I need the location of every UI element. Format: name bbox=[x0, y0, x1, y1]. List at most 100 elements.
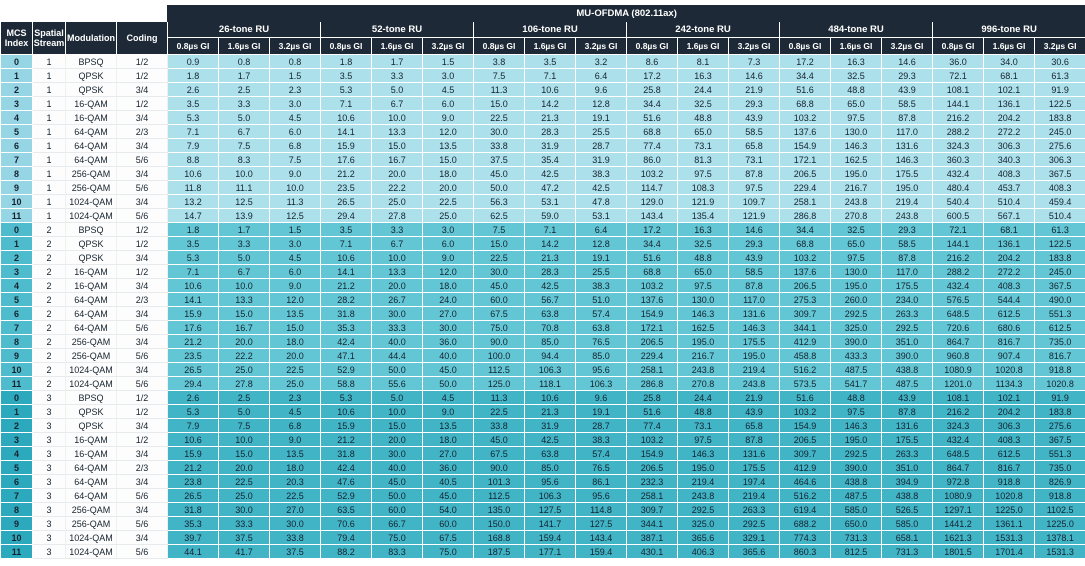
rate-cell: 106.3 bbox=[524, 362, 576, 377]
rate-cell: 309.7 bbox=[779, 446, 831, 461]
gi-sub-header: 1.6µs GI bbox=[830, 37, 882, 55]
rate-cell: 22.2 bbox=[218, 348, 270, 363]
rate-cell: 12.0 bbox=[269, 292, 321, 307]
rate-cell: 23.8 bbox=[167, 474, 219, 489]
rate-cell: 412.9 bbox=[779, 334, 831, 349]
rate-cell: 86.0 bbox=[626, 152, 678, 167]
spatial-stream-cell: 3 bbox=[32, 530, 66, 545]
rate-cell: 45.0 bbox=[422, 488, 474, 503]
rate-cell: 146.3 bbox=[830, 418, 882, 433]
rate-cell: 8.6 bbox=[626, 54, 678, 69]
rate-cell: 87.8 bbox=[881, 250, 933, 265]
rate-cell: 127.5 bbox=[575, 516, 627, 531]
coding-cell: 3/4 bbox=[116, 82, 168, 97]
rate-cell: 87.8 bbox=[728, 432, 780, 447]
table-row: 1 2 QPSK 1/2 3.5 3.3 3.0 7.1 6.7 6.0 15.0 14.2 12.8 3… bbox=[0, 236, 1085, 251]
rate-cell: 7.1 bbox=[320, 236, 372, 251]
coding-cell: 5/6 bbox=[116, 348, 168, 363]
rate-cell: 146.3 bbox=[881, 152, 933, 167]
rate-cell: 154.9 bbox=[779, 418, 831, 433]
rate-cell: 21.3 bbox=[524, 250, 576, 265]
rate-cell: 306.3 bbox=[1033, 152, 1085, 167]
rate-cell: 22.5 bbox=[218, 474, 270, 489]
rate-cell: 34.0 bbox=[983, 54, 1035, 69]
rate-cell: 103.2 bbox=[626, 278, 678, 293]
rate-cell: 245.0 bbox=[1033, 264, 1085, 279]
table-row: 8 1 256-QAM 3/4 10.6 10.0 9.0 21.2 20.0 18.0 45.0 4… bbox=[0, 166, 1085, 181]
rate-cell: 14.6 bbox=[881, 54, 933, 69]
rate-cell: 42.5 bbox=[524, 166, 576, 181]
rate-cell: 918.8 bbox=[1033, 362, 1085, 377]
coding-cell: 1/2 bbox=[116, 390, 168, 405]
rate-cell: 137.6 bbox=[779, 264, 831, 279]
gi-sub-header: 0.8µs GI bbox=[779, 37, 831, 55]
coding-cell: 2/3 bbox=[116, 292, 168, 307]
rate-cell: 26.7 bbox=[371, 292, 423, 307]
rate-cell: 25.0 bbox=[269, 376, 321, 391]
rate-cell: 30.0 bbox=[269, 516, 321, 531]
rate-cell: 87.8 bbox=[728, 166, 780, 181]
rate-cell: 22.2 bbox=[371, 180, 423, 195]
rate-cell: 14.1 bbox=[320, 124, 372, 139]
rate-cell: 306.3 bbox=[983, 418, 1035, 433]
rate-cell: 175.5 bbox=[728, 334, 780, 349]
spatial-stream-cell: 2 bbox=[32, 250, 66, 265]
rate-cell: 175.5 bbox=[881, 432, 933, 447]
table-row: 0 3 BPSQ 1/2 2.6 2.5 2.3 5.3 5.0 4.5 11.3 10.6 9.6 25… bbox=[0, 390, 1085, 405]
rate-cell: 7.5 bbox=[218, 418, 270, 433]
rate-cell: 6.7 bbox=[371, 236, 423, 251]
coding-cell: 3/4 bbox=[116, 502, 168, 517]
rate-cell: 13.5 bbox=[422, 418, 474, 433]
rate-cell: 816.7 bbox=[983, 460, 1035, 475]
rate-cell: 13.2 bbox=[167, 194, 219, 209]
rate-cell: 53.1 bbox=[575, 208, 627, 223]
rate-cell: 62.5 bbox=[473, 208, 525, 223]
rate-cell: 172.1 bbox=[779, 152, 831, 167]
rate-cell: 67.5 bbox=[422, 530, 474, 545]
spatial-stream-cell: 1 bbox=[32, 194, 66, 209]
rate-cell: 79.4 bbox=[320, 530, 372, 545]
corner-blank bbox=[0, 5, 168, 22]
gi-sub-header: 0.8µs GI bbox=[626, 37, 678, 55]
rate-cell: 272.2 bbox=[983, 124, 1035, 139]
rate-cell: 91.9 bbox=[1033, 82, 1085, 97]
rate-cell: 24.4 bbox=[677, 390, 729, 405]
rate-cell: 97.5 bbox=[677, 166, 729, 181]
mcs-index-cell: 7 bbox=[0, 320, 33, 335]
rate-cell: 8.1 bbox=[677, 54, 729, 69]
rate-cell: 55.6 bbox=[371, 376, 423, 391]
modulation-cell: QPSK bbox=[65, 82, 117, 97]
rate-cell: 65.0 bbox=[677, 264, 729, 279]
rate-cell: 67.5 bbox=[473, 446, 525, 461]
rate-cell: 135.4 bbox=[677, 208, 729, 223]
rate-cell: 43.9 bbox=[728, 110, 780, 125]
rate-cell: 20.0 bbox=[269, 348, 321, 363]
rate-cell: 229.4 bbox=[779, 180, 831, 195]
rate-cell: 83.3 bbox=[371, 544, 423, 559]
rate-cell: 72.1 bbox=[932, 68, 984, 83]
mcs-index-cell: 2 bbox=[0, 82, 33, 97]
col-header-line: Coding bbox=[126, 32, 158, 43]
rate-cell: 40.0 bbox=[371, 460, 423, 475]
rate-cell: 135.0 bbox=[473, 502, 525, 517]
mcs-index-cell: 2 bbox=[0, 250, 33, 265]
rate-cell: 243.8 bbox=[881, 208, 933, 223]
rate-cell: 11.3 bbox=[473, 82, 525, 97]
rate-cell: 38.3 bbox=[575, 166, 627, 181]
rate-cell: 1.7 bbox=[218, 222, 270, 237]
rate-cell: 16.7 bbox=[218, 320, 270, 335]
rate-cell: 27.8 bbox=[218, 376, 270, 391]
rate-cell: 31.8 bbox=[320, 306, 372, 321]
rate-cell: 73.1 bbox=[677, 418, 729, 433]
rate-cell: 288.2 bbox=[932, 124, 984, 139]
rate-cell: 118.1 bbox=[524, 376, 576, 391]
rate-cell: 33.8 bbox=[473, 418, 525, 433]
rate-cell: 7.5 bbox=[218, 138, 270, 153]
coding-cell: 3/4 bbox=[116, 418, 168, 433]
table-row: 3 2 16-QAM 1/2 7.1 6.7 6.0 14.1 13.3 12.0 30.0 28.3… bbox=[0, 264, 1085, 279]
rate-cell: 60.0 bbox=[371, 502, 423, 517]
rate-cell: 103.2 bbox=[626, 166, 678, 181]
rate-cell: 432.4 bbox=[932, 278, 984, 293]
rate-cell: 146.3 bbox=[728, 320, 780, 335]
rate-cell: 206.5 bbox=[626, 334, 678, 349]
